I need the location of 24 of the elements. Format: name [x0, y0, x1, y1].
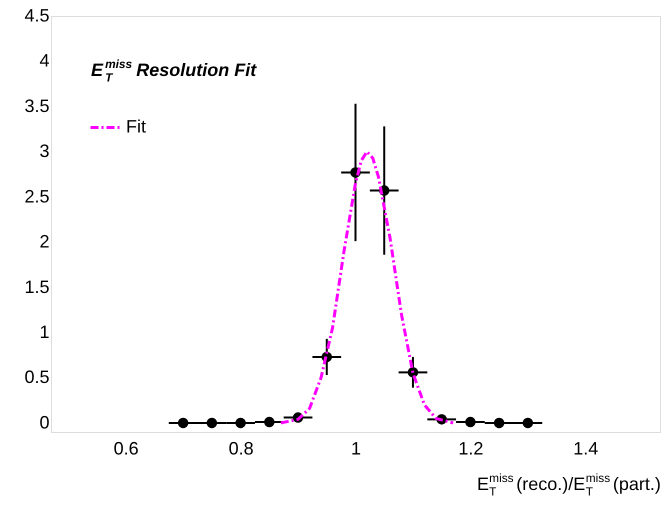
point	[178, 418, 188, 428]
y-tick-label: 4	[39, 50, 50, 71]
x-tick-label: 0.8	[228, 438, 254, 458]
y-tick-label: 3.5	[24, 96, 50, 116]
point	[494, 418, 504, 428]
legend-label: Fit	[126, 116, 146, 136]
y-tick-label: 1.5	[24, 276, 50, 297]
point	[465, 416, 476, 428]
y-tick-label: 0.5	[24, 367, 50, 388]
point	[522, 418, 534, 428]
line-series	[279, 150, 455, 424]
x-tick-label: 1	[350, 438, 362, 458]
x-tick-label: 1.4	[573, 438, 598, 458]
point	[264, 416, 275, 428]
y-tick-label: 2	[39, 232, 50, 252]
x-tick-label: 0.6	[114, 438, 139, 458]
y-tick-label: 4.5	[24, 6, 50, 26]
point	[235, 418, 246, 428]
y-tick-label: 2.5	[24, 186, 50, 206]
y-tick-label: 1	[39, 322, 50, 342]
y-tick-label: 0	[39, 412, 50, 432]
point	[206, 418, 218, 428]
y-tick-label: 3	[39, 141, 50, 162]
x-tick-label: 1.2	[458, 438, 484, 458]
